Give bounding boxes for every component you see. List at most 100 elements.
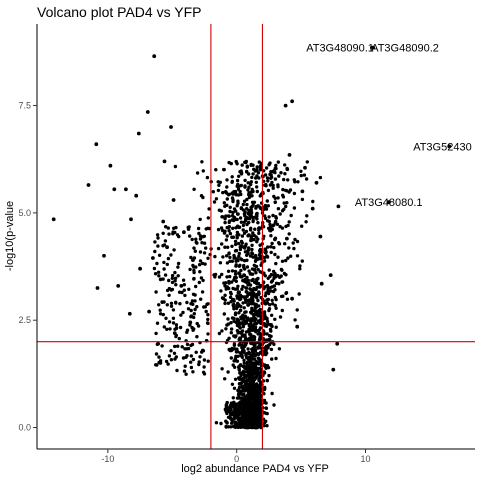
data-point: [226, 370, 230, 374]
data-point: [253, 376, 257, 381]
data-point: [220, 215, 224, 219]
data-point: [284, 291, 289, 295]
data-point: [246, 424, 250, 428]
axes: -10 0 10 0.0 2.5 5.0 7.5: [18, 24, 475, 464]
data-point: [223, 220, 227, 225]
data-point: [222, 281, 226, 285]
data-point: [273, 303, 277, 308]
x-tick-label: 10: [360, 454, 370, 464]
data-point: [185, 328, 190, 332]
data-point: [248, 271, 252, 276]
data-point: [229, 292, 233, 296]
data-point: [188, 320, 193, 325]
data-point: [296, 180, 300, 184]
data-point: [237, 271, 241, 275]
data-point: [214, 168, 218, 172]
data-point: [291, 241, 295, 245]
data-point: [258, 374, 262, 379]
data-point: [243, 297, 247, 301]
data-point: [249, 333, 253, 337]
data-point: [258, 249, 262, 253]
data-point: [292, 178, 296, 182]
data-point: [163, 273, 168, 277]
data-point: [235, 296, 240, 300]
data-point: [268, 327, 273, 332]
data-point: [277, 347, 282, 351]
data-point: [263, 387, 267, 391]
data-point: [252, 365, 256, 370]
data-point: [174, 326, 179, 330]
data-point: [165, 303, 169, 307]
data-point: [278, 212, 282, 216]
data-point: [241, 245, 245, 249]
data-point: [267, 219, 271, 224]
data-point: [220, 329, 224, 333]
data-point: [232, 400, 236, 404]
data-point: [236, 403, 240, 407]
data-point: [151, 256, 155, 260]
data-point: [116, 284, 121, 288]
data-point: [253, 227, 257, 231]
data-point: [255, 292, 260, 296]
data-point: [197, 231, 201, 236]
data-point: [172, 351, 177, 355]
data-point: [284, 273, 288, 277]
data-point: [236, 406, 240, 411]
data-point: [246, 248, 251, 252]
data-point: [225, 400, 229, 405]
data-point: [167, 278, 171, 283]
data-point: [249, 335, 253, 339]
data-point: [248, 351, 252, 356]
data-point: [318, 175, 323, 180]
data-point: [190, 342, 195, 347]
data-point: [193, 299, 197, 303]
data-point: [244, 342, 248, 347]
data-point: [257, 160, 261, 164]
data-point: [295, 239, 300, 244]
data-point: [236, 199, 240, 203]
data-point: [86, 183, 91, 187]
data-point: [162, 243, 167, 247]
data-point: [249, 236, 253, 240]
data-point: [185, 300, 189, 305]
data-point: [271, 269, 276, 274]
data-point: [289, 213, 293, 218]
data-point: [256, 298, 260, 303]
data-point: [201, 169, 205, 173]
data-point: [256, 171, 261, 175]
data-point: [162, 260, 166, 265]
data-point: [239, 169, 243, 173]
data-point: [172, 331, 177, 335]
data-point: [251, 401, 255, 405]
data-point: [276, 160, 280, 164]
data-point: [246, 393, 250, 397]
data-point: [237, 376, 241, 380]
data-point: [231, 235, 236, 239]
data-point: [267, 307, 272, 311]
data-point: [176, 344, 180, 348]
data-point: [292, 246, 296, 251]
data-point: [170, 276, 174, 280]
data-point: [239, 373, 243, 378]
data-point: [244, 280, 249, 284]
data-point: [244, 352, 249, 356]
data-point: [264, 207, 269, 211]
data-point: [189, 308, 193, 313]
data-point: [231, 226, 235, 230]
data-point: [206, 313, 210, 317]
data-point: [186, 346, 191, 351]
data-point: [230, 244, 234, 248]
data-point: [167, 354, 172, 358]
data-point: [212, 200, 217, 204]
data-point: [267, 215, 271, 219]
data-point: [202, 358, 207, 362]
data-point: [189, 255, 193, 260]
data-point: [263, 302, 268, 306]
data-point: [264, 406, 268, 410]
data-point: [160, 300, 164, 304]
data-point: [272, 223, 276, 227]
data-point: [276, 185, 280, 189]
chart-title: Volcano plot PAD4 vs YFP: [37, 4, 201, 20]
data-point: [386, 200, 391, 205]
data-point: [274, 166, 278, 171]
